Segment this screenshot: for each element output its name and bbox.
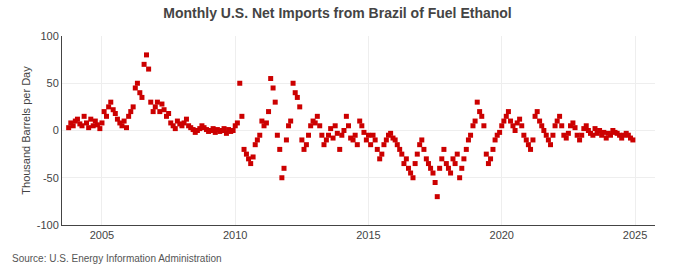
svg-text:2015: 2015 bbox=[356, 229, 380, 241]
svg-text:-100: -100 bbox=[37, 219, 59, 231]
svg-text:2010: 2010 bbox=[223, 229, 247, 241]
svg-text:0: 0 bbox=[53, 124, 59, 136]
svg-text:100: 100 bbox=[40, 30, 58, 42]
svg-text:50: 50 bbox=[47, 77, 59, 89]
svg-text:Thousand Barrels per Day: Thousand Barrels per Day bbox=[20, 66, 32, 195]
svg-text:2005: 2005 bbox=[90, 229, 114, 241]
svg-text:Source: U.S. Energy Informatio: Source: U.S. Energy Information Administ… bbox=[12, 253, 222, 264]
svg-text:2020: 2020 bbox=[490, 229, 514, 241]
svg-text:2025: 2025 bbox=[623, 229, 647, 241]
svg-text:Monthly U.S. Net Imports from: Monthly U.S. Net Imports from Brazil of … bbox=[163, 5, 511, 21]
svg-text:-50: -50 bbox=[43, 172, 59, 184]
